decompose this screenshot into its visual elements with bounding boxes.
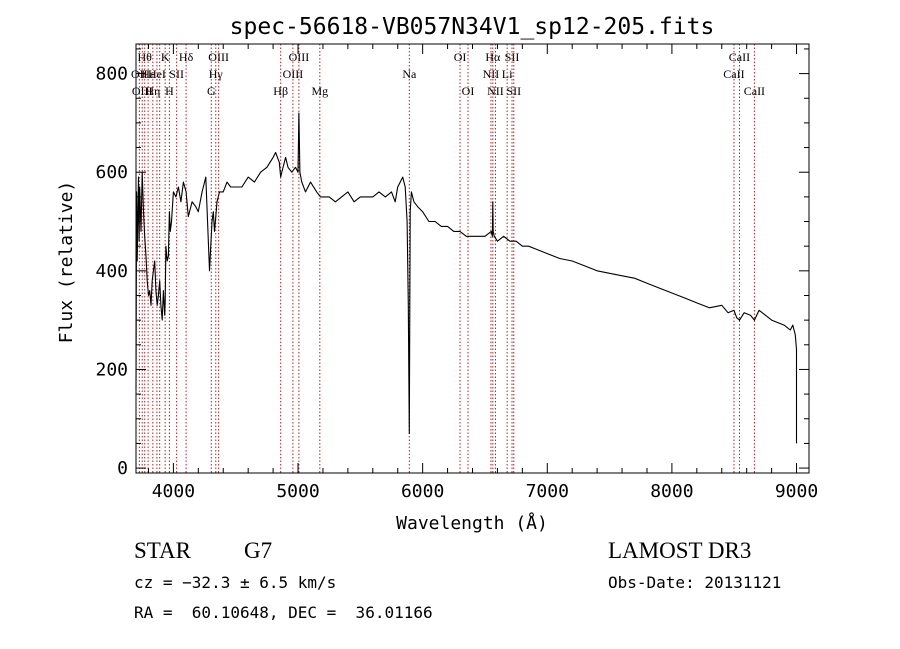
observation-date: Obs-Date: 20131121 xyxy=(608,573,782,592)
line-marker-label: NII xyxy=(487,84,504,98)
line-marker-label: K xyxy=(161,50,170,64)
x-tick-label: 5000 xyxy=(276,481,319,502)
plot-frame xyxy=(135,43,810,474)
object-subclass: G7 xyxy=(244,538,273,563)
x-tick-label: 8000 xyxy=(650,481,693,502)
line-marker-label: Hβ xyxy=(273,84,288,98)
survey-name: LAMOST DR3 xyxy=(608,538,752,563)
line-marker-label: Hη xyxy=(145,84,160,98)
line-marker-label: OIII xyxy=(283,67,304,81)
line-marker-label: Hθ xyxy=(138,50,153,64)
spectrum-chart: spec-56618-VB057N34V1_sp12-205.fits OIIO… xyxy=(56,14,818,534)
chart-title: spec-56618-VB057N34V1_sp12-205.fits xyxy=(230,14,715,40)
line-marker-label: SII xyxy=(506,84,521,98)
line-marker-label: Li xyxy=(502,67,513,81)
line-marker-label: SII xyxy=(169,67,184,81)
line-marker-label: H xyxy=(165,84,174,98)
y-tick-label: 800 xyxy=(95,64,128,85)
line-marker-label: OIII xyxy=(132,84,153,98)
x-tick-label: 9000 xyxy=(775,481,818,502)
x-tick-label: 4000 xyxy=(152,481,195,502)
line-marker-label: NII xyxy=(483,67,500,81)
line-marker-label: CaII xyxy=(723,67,744,81)
y-axis: 0 200 400 600 800 xyxy=(95,48,809,479)
y-tick-label: 0 xyxy=(117,458,128,479)
line-marker-label: CaII xyxy=(744,84,765,98)
x-tick-label: 7000 xyxy=(526,481,569,502)
ra-dec-coordinates: RA = 60.10648, DEC = 36.01166 xyxy=(134,603,433,622)
x-axis: 4000 5000 6000 7000 8000 9000 xyxy=(147,44,818,502)
line-marker-label: Hγ xyxy=(209,67,224,81)
y-axis-label: Flux (relative) xyxy=(56,181,77,344)
y-tick-label: 400 xyxy=(95,261,128,282)
line-marker-label: Na xyxy=(402,67,417,81)
x-axis-label: Wavelength (Å) xyxy=(396,512,548,534)
line-marker-label: CaII xyxy=(729,50,750,64)
line-marker-label: OIII xyxy=(208,50,229,64)
line-marker-label: Hα xyxy=(485,50,501,64)
line-marker-label: OI xyxy=(454,50,467,64)
line-marker-label: G xyxy=(207,84,216,98)
redshift-velocity: cz = −32.3 ± 6.5 km/s xyxy=(134,573,337,592)
line-marker-label: OIII xyxy=(289,50,310,64)
line-marker-label: HeI xyxy=(148,67,166,81)
line-marker-label: SII xyxy=(505,50,520,64)
x-tick-label: 6000 xyxy=(401,481,444,502)
line-marker-label: Hδ xyxy=(179,50,194,64)
line-marker-label: OI xyxy=(462,84,475,98)
line-marker-label: Hε xyxy=(141,67,155,81)
spectrum-line xyxy=(135,112,798,444)
line-marker-label: Mg xyxy=(311,84,328,98)
y-tick-label: 600 xyxy=(95,162,128,183)
y-tick-label: 200 xyxy=(95,359,128,380)
object-class: STAR xyxy=(134,538,191,563)
line-marker-layer: OIIOIIIHθHεHηHeIKHSIIHδGHγOIIIHβOIIIOIII… xyxy=(131,44,765,473)
